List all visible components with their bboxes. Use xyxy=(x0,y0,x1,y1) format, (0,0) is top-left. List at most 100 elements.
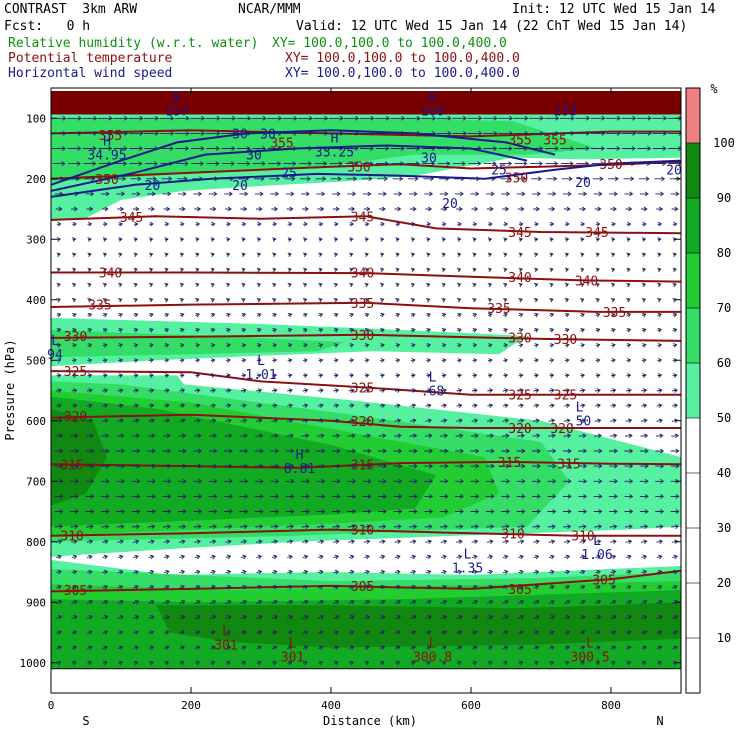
wind-contour-label: 30 xyxy=(246,149,262,164)
wind-vector xyxy=(671,433,680,439)
wind-vector xyxy=(285,478,295,484)
wind-vector xyxy=(532,494,541,499)
wind-vector xyxy=(102,252,108,257)
wind-vector xyxy=(56,221,62,227)
wind-vector xyxy=(332,433,341,439)
wind-vector xyxy=(410,554,417,560)
wind-vector xyxy=(626,298,631,303)
wind-vector xyxy=(410,388,417,393)
wind-vector xyxy=(672,569,678,575)
wind-vector xyxy=(595,358,601,363)
wind-vector xyxy=(148,282,154,288)
wind-vector xyxy=(333,403,340,409)
wind-vector xyxy=(395,298,400,303)
wind-vector xyxy=(564,328,570,333)
wind-vector xyxy=(547,463,557,469)
extremum-marker: L xyxy=(464,548,472,563)
wind-vector xyxy=(149,343,154,348)
wind-vector xyxy=(518,237,524,242)
wind-vector xyxy=(133,403,140,409)
wind-vector xyxy=(533,599,540,605)
wind-vector xyxy=(56,343,62,348)
wind-vector xyxy=(287,221,293,227)
wind-vector xyxy=(359,115,375,121)
wind-vector xyxy=(378,524,387,529)
wind-vector xyxy=(579,539,586,545)
wind-vector xyxy=(580,267,585,273)
wind-vector xyxy=(426,328,431,333)
wind-vector xyxy=(471,539,479,545)
wind-vector xyxy=(149,237,154,242)
wind-vector xyxy=(347,494,357,499)
wind-vector xyxy=(318,221,324,227)
wind-vector xyxy=(578,191,588,197)
wind-vector xyxy=(70,433,79,439)
wind-vector xyxy=(532,509,541,514)
wind-vector xyxy=(394,539,402,545)
theta-contour-label: 315 xyxy=(60,458,83,473)
wind-vector xyxy=(148,585,155,590)
wind-vector xyxy=(87,373,93,378)
wind-vector xyxy=(534,312,539,318)
wind-vector xyxy=(657,282,662,288)
wind-vector xyxy=(406,161,420,166)
extremum-value: .68 xyxy=(421,384,444,399)
wind-vector xyxy=(564,221,570,227)
wind-vector xyxy=(256,358,262,363)
wind-vector xyxy=(256,282,262,288)
wind-vector xyxy=(379,267,385,273)
wind-vector xyxy=(487,298,493,303)
wind-vector xyxy=(621,131,637,136)
wind-vector xyxy=(548,388,555,393)
wind-vector xyxy=(210,237,216,242)
wind-vector xyxy=(672,554,678,560)
wind-vector xyxy=(164,221,170,227)
wind-vector xyxy=(503,282,508,288)
wind-vector xyxy=(133,298,138,303)
wind-vector xyxy=(624,509,634,514)
wind-vector xyxy=(532,433,541,439)
wind-vector xyxy=(441,282,446,288)
wind-vector xyxy=(348,206,356,212)
wind-vector xyxy=(131,478,141,484)
wind-vector xyxy=(176,176,188,182)
wind-vector xyxy=(486,206,494,212)
wind-vector xyxy=(272,328,277,333)
wind-vector xyxy=(560,146,575,151)
wind-vector xyxy=(441,237,447,242)
wind-vector xyxy=(671,524,680,529)
wind-vector xyxy=(272,252,277,257)
wind-vector xyxy=(641,388,648,393)
wind-vector xyxy=(579,403,586,409)
extremum-marker: L xyxy=(586,637,594,652)
wind-vector xyxy=(457,312,462,318)
wind-vector xyxy=(190,131,206,136)
wind-vector xyxy=(175,146,190,151)
wind-vector xyxy=(376,161,389,166)
wind-vector xyxy=(517,539,525,545)
wind-vector xyxy=(178,615,186,620)
wind-vector xyxy=(303,312,308,318)
wind-vector xyxy=(163,388,170,393)
wind-vector xyxy=(364,630,370,635)
wind-vector xyxy=(564,569,571,575)
wind-vector xyxy=(67,146,82,151)
wind-vector xyxy=(317,403,324,409)
wind-vector xyxy=(502,403,509,409)
wind-vector xyxy=(174,115,190,121)
wind-vector xyxy=(318,585,324,590)
wind-vector xyxy=(239,191,249,197)
wind-vector xyxy=(240,388,247,393)
wind-vector xyxy=(364,569,370,575)
wind-contour-label: 30 xyxy=(232,127,248,142)
wind-vector xyxy=(347,191,357,197)
wind-vector xyxy=(626,252,631,257)
wind-vector xyxy=(191,161,205,166)
wind-vector xyxy=(240,599,248,605)
wind-vector xyxy=(498,131,514,136)
wind-vector xyxy=(331,494,341,499)
wind-vector xyxy=(301,524,310,529)
wind-vector xyxy=(547,524,556,529)
wind-vector xyxy=(410,252,416,257)
wind-vector xyxy=(364,267,369,273)
